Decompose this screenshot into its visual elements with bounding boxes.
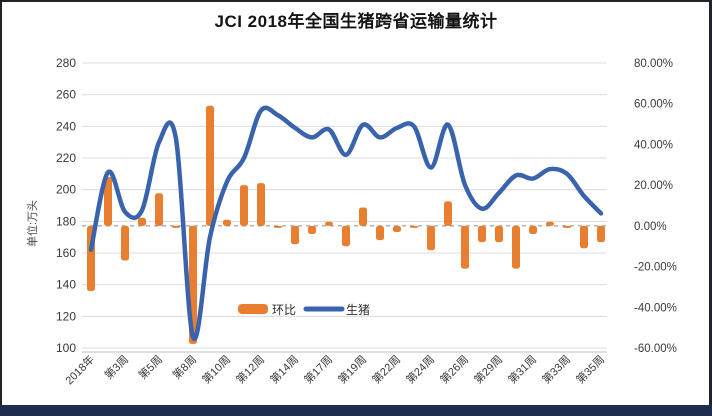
bar-huanbi <box>478 225 486 243</box>
x-axis-label: 第29周 <box>471 352 505 386</box>
bar-huanbi <box>393 225 401 232</box>
bar-huanbi <box>342 225 350 247</box>
x-axis-label: 第10周 <box>199 352 233 386</box>
left-axis-tick: 120 <box>56 309 76 323</box>
plot-area: 280 260 240 220 200 180 160 140 120 100 80.00% 60.0… <box>56 56 677 387</box>
x-axis-label: 第5周 <box>135 352 165 382</box>
right-axis-tick: -60.00% <box>634 343 677 355</box>
x-axis-label: 第22周 <box>369 352 403 386</box>
x-axis-label: 第3周 <box>101 352 131 382</box>
bar-huanbi <box>512 225 520 269</box>
bar-huanbi <box>325 221 333 226</box>
left-axis-tick: 220 <box>56 151 76 165</box>
right-axis-tick: 40.00% <box>634 139 673 151</box>
bar-huanbi <box>410 225 418 228</box>
x-axis-label: 第31周 <box>505 352 539 386</box>
image-border-bottom <box>0 405 712 416</box>
line-shengzhu <box>88 105 604 342</box>
x-axis-label: 第12周 <box>233 352 267 386</box>
left-axis-tick: 260 <box>56 88 76 102</box>
right-axis-tick: -40.00% <box>634 302 677 314</box>
x-axis-label: 第24周 <box>403 352 437 386</box>
left-axis-tick: 240 <box>56 119 76 133</box>
bar-huanbi <box>121 225 129 261</box>
left-axis-tick: 160 <box>56 246 76 260</box>
bar-huanbi <box>376 225 384 241</box>
y-axis-title: 单位:万头 <box>25 200 39 247</box>
bar-huanbi <box>291 225 299 245</box>
bar-huanbi <box>461 225 469 269</box>
bar-huanbi <box>274 225 282 228</box>
x-axis-label: 第17周 <box>301 352 335 386</box>
x-axis-label: 第19周 <box>335 352 369 386</box>
bar-huanbi <box>546 221 554 226</box>
bar-huanbi <box>529 225 537 234</box>
left-axis-tick: 280 <box>56 56 76 70</box>
x-axis-label: 第26周 <box>437 352 471 386</box>
bar-huanbi <box>240 185 248 226</box>
bar-huanbi <box>138 217 146 226</box>
legend-label-shengzhu: 生猪 <box>346 303 370 317</box>
x-axis-label: 第33周 <box>539 352 573 386</box>
bar-huanbi <box>563 225 571 228</box>
chart-title: JCI 2018年全国生猪跨省运输量统计 <box>214 12 498 31</box>
bar-huanbi <box>444 201 452 226</box>
bar-huanbi <box>495 225 503 243</box>
bar-huanbi <box>172 225 180 228</box>
right-axis-tick: 0.00% <box>634 221 667 233</box>
bar-huanbi <box>206 105 214 226</box>
image-border-left <box>0 0 2 416</box>
right-axis-tick: 20.00% <box>634 180 673 192</box>
bar-huanbi <box>597 225 605 243</box>
image-border-right <box>709 0 712 416</box>
bar-huanbi <box>427 225 435 251</box>
left-axis-tick: 140 <box>56 278 76 292</box>
bar-huanbi <box>104 177 112 226</box>
right-axis-tick: -20.00% <box>634 262 677 274</box>
legend-label-huanbi: 环比 <box>272 303 296 317</box>
bar-huanbi <box>223 219 231 226</box>
left-axis-tick: 100 <box>56 341 76 355</box>
legend-swatch-huanbi <box>238 304 268 314</box>
bar-huanbi <box>359 207 367 226</box>
bar-huanbi <box>257 183 265 226</box>
bar-huanbi <box>580 225 588 249</box>
bar-huanbi <box>308 225 316 234</box>
left-axis-tick: 200 <box>56 183 76 197</box>
x-axis-label: 第35周 <box>573 352 607 386</box>
left-axis-tick: 180 <box>56 214 76 228</box>
bar-huanbi <box>155 193 163 226</box>
image-border-top <box>0 0 712 2</box>
x-axis-label: 第14周 <box>267 352 301 386</box>
x-axis-label: 2018年 <box>62 352 97 387</box>
legend: 环比 生猪 <box>238 303 370 317</box>
x-axis-label: 第8周 <box>169 352 199 382</box>
right-axis-tick: 60.00% <box>634 99 673 111</box>
right-axis-tick: 80.00% <box>634 58 673 70</box>
